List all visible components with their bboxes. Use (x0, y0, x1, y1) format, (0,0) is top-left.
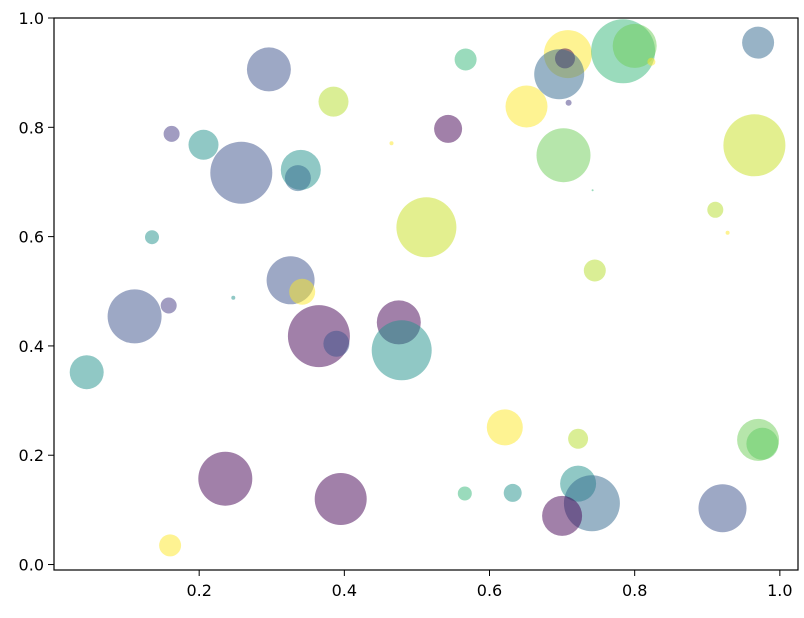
data-point (591, 189, 594, 192)
data-point (188, 129, 219, 160)
data-point (542, 495, 583, 536)
data-point (107, 289, 162, 344)
data-point (454, 48, 477, 71)
data-point (612, 23, 657, 68)
data-point (396, 197, 457, 258)
data-point (371, 320, 432, 381)
data-point (486, 409, 523, 446)
x-tick-label: 0.8 (622, 581, 647, 600)
points-layer (69, 19, 786, 557)
x-tick-label: 1.0 (767, 581, 792, 600)
x-axis: 0.2 0.4 0.6 0.8 1.0 (186, 570, 793, 600)
data-point (457, 486, 472, 501)
data-point (323, 330, 350, 357)
data-point (210, 141, 273, 204)
data-point (434, 114, 463, 143)
data-point (536, 128, 591, 183)
data-point (246, 47, 291, 92)
data-point (163, 125, 180, 142)
data-point (647, 57, 656, 66)
plot-frame (53, 17, 799, 571)
data-point (534, 49, 585, 100)
data-point (69, 355, 104, 390)
y-tick-label: 0.6 (19, 228, 44, 247)
data-point (746, 427, 779, 460)
data-point (160, 297, 177, 314)
data-point (565, 99, 572, 106)
y-tick-label: 0.8 (19, 118, 44, 137)
x-tick-label: 0.2 (186, 581, 211, 600)
y-tick-label: 0.2 (19, 446, 44, 465)
data-point (389, 141, 394, 146)
data-point (284, 165, 311, 192)
data-point (314, 473, 367, 525)
y-tick-label: 1.0 (19, 9, 44, 28)
data-point (725, 230, 730, 235)
data-point (318, 86, 349, 117)
data-point (503, 483, 522, 502)
data-point (568, 428, 589, 449)
y-tick-label: 0.4 (19, 337, 44, 356)
y-axis: 0.0 0.2 0.4 0.6 0.8 1.0 (19, 9, 54, 575)
x-tick-label: 0.4 (332, 581, 357, 600)
y-tick-label: 0.0 (19, 556, 44, 575)
data-point (723, 114, 786, 177)
data-point (583, 259, 606, 282)
data-point (198, 451, 253, 506)
data-point (698, 484, 747, 533)
data-point (505, 85, 548, 128)
data-point (707, 201, 724, 218)
x-tick-label: 0.6 (477, 581, 502, 600)
data-point (159, 534, 182, 557)
data-point (742, 26, 775, 59)
data-point (231, 295, 236, 300)
data-point (145, 230, 159, 245)
data-point (289, 278, 316, 305)
